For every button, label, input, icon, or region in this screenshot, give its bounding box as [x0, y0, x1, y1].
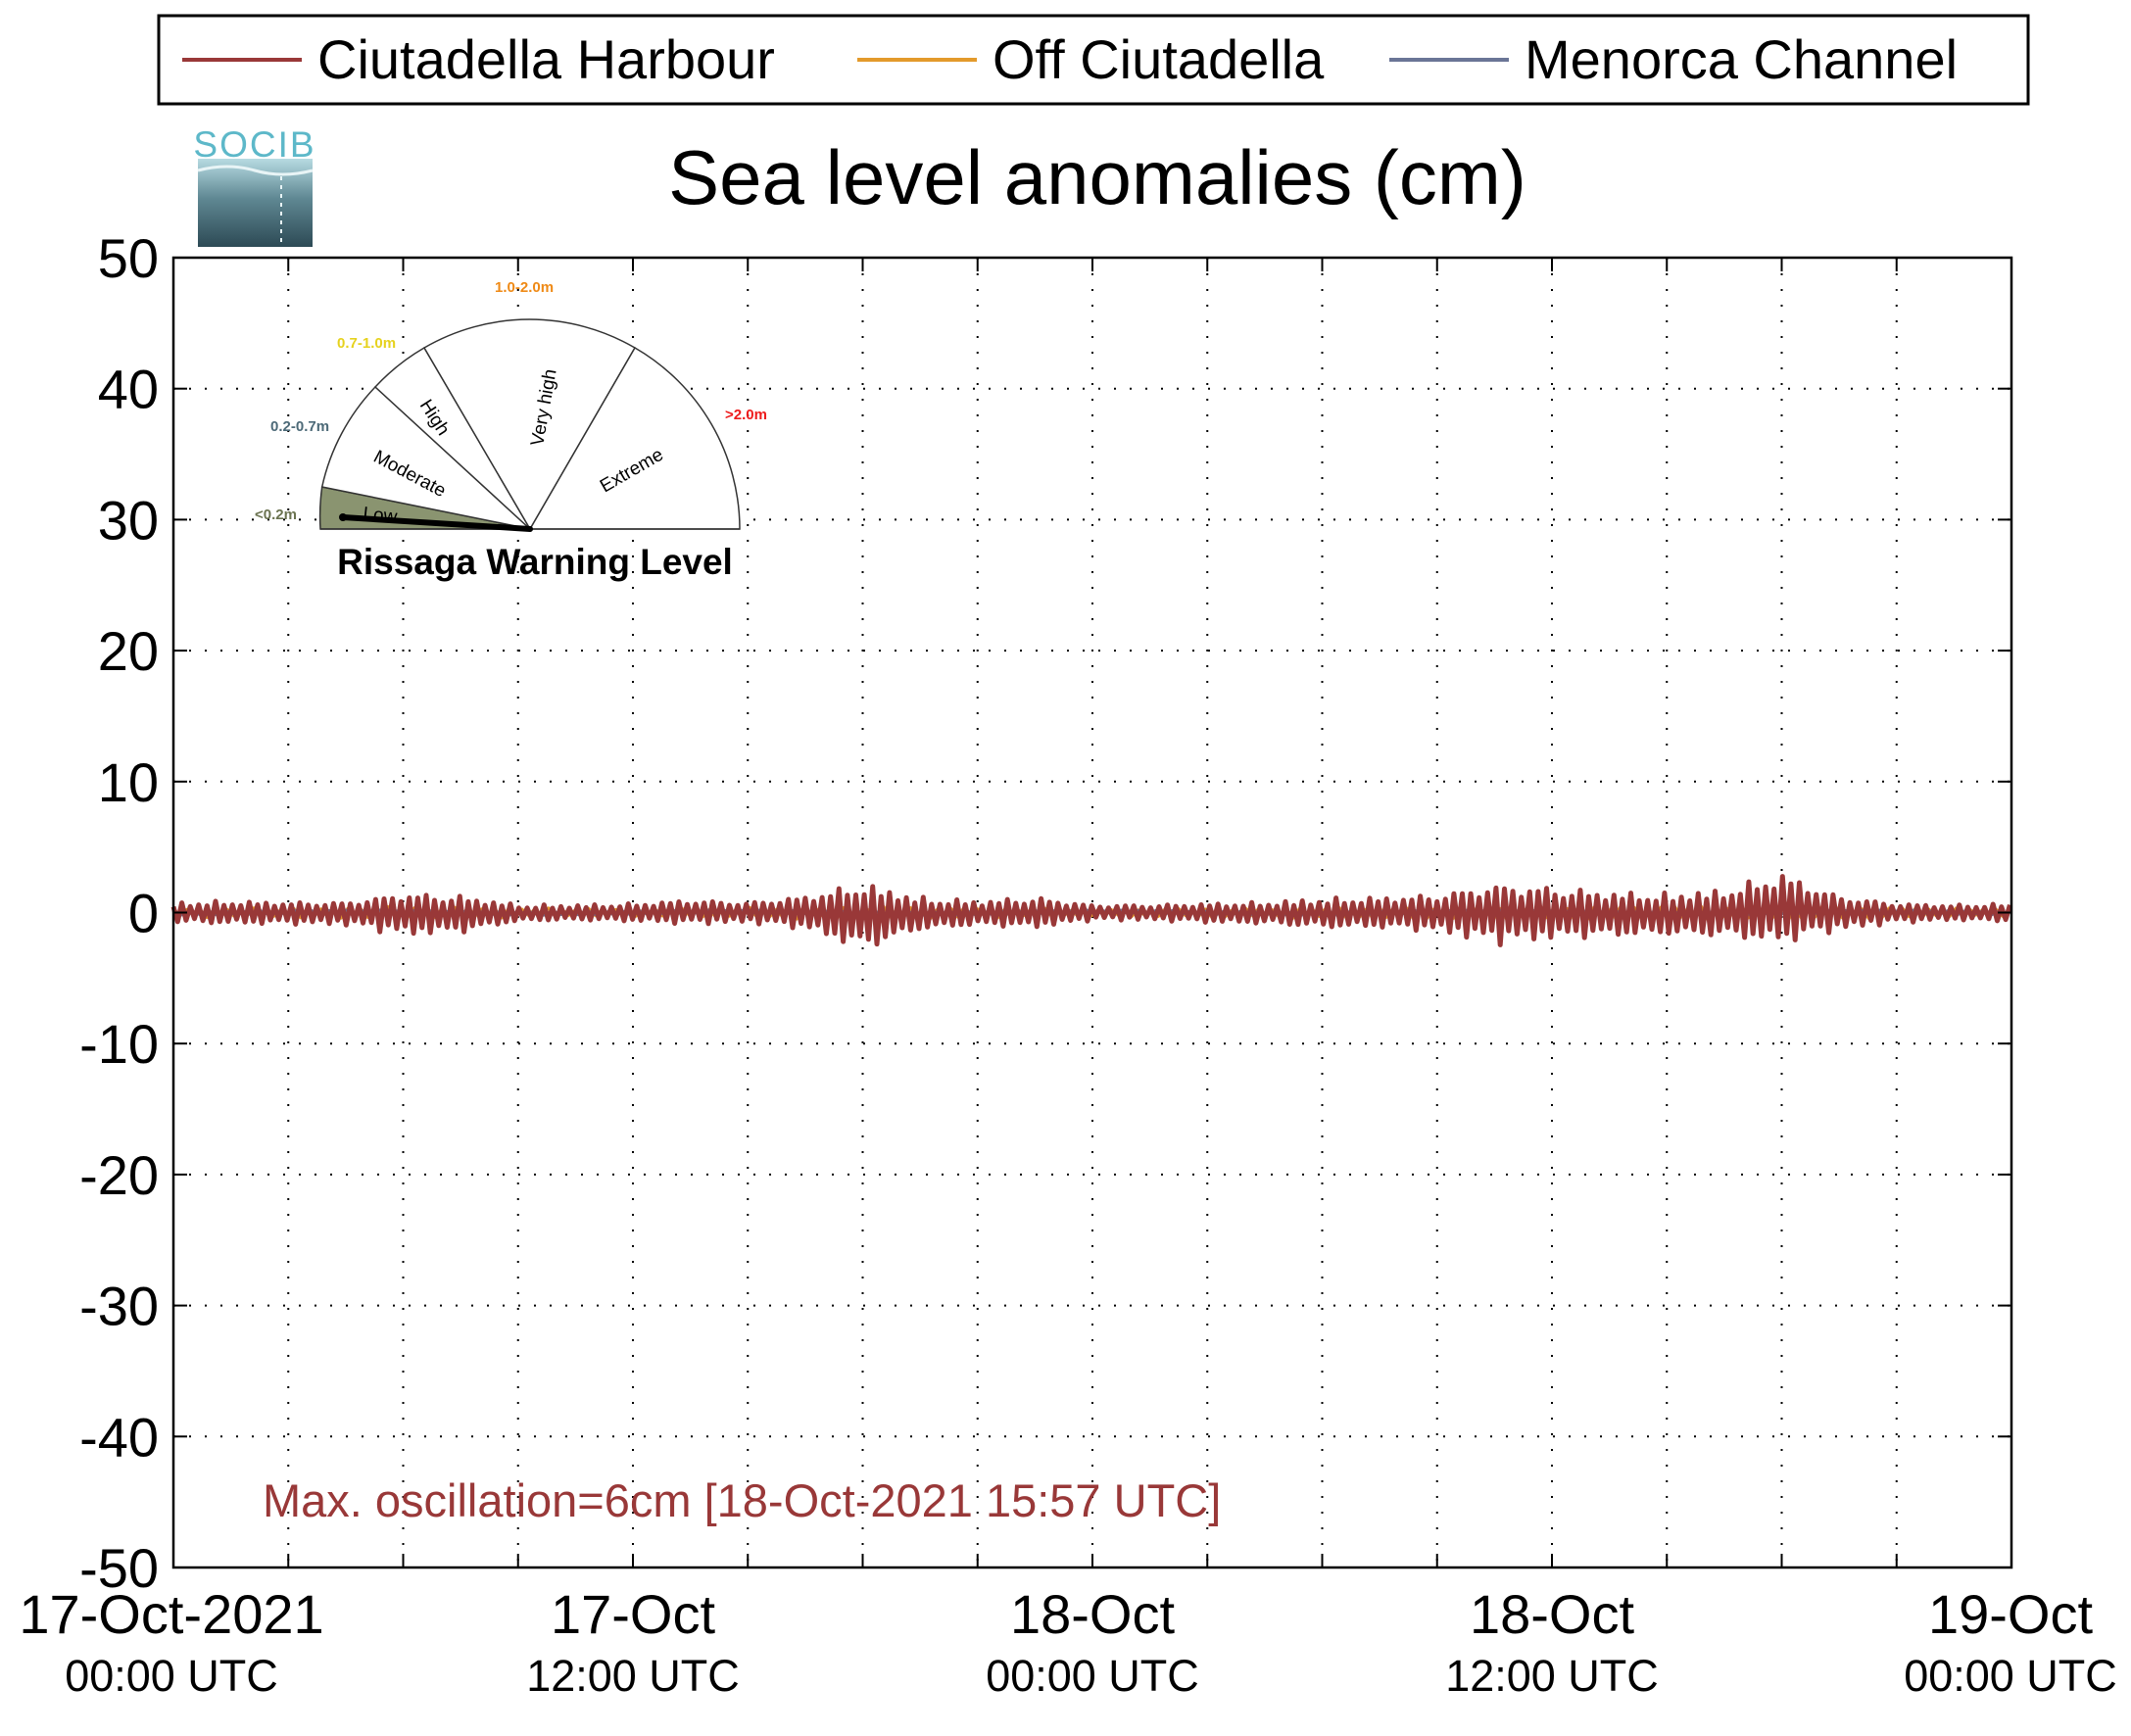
axes-frame — [171, 256, 2013, 1569]
gauge-sector-extreme — [528, 346, 741, 530]
x-tick-label-time: 00:00 UTC — [986, 1651, 1199, 1701]
gauge-range-extreme: >2.0m — [725, 407, 767, 423]
y-tick-labels: 50 40 30 20 10 0 -10 -20 -30 -40 -50 — [79, 227, 159, 1599]
legend: Ciutadella Harbour Off Ciutadella Menorc… — [157, 14, 2030, 106]
y-tick-label: -50 — [79, 1537, 159, 1599]
y-tick-label: 50 — [98, 227, 159, 289]
y-tick-label: 30 — [98, 489, 159, 551]
gauge-needle — [340, 514, 533, 532]
x-tick-label-date: 18-Oct — [1010, 1583, 1175, 1645]
legend-label-menorca-channel: Menorca Channel — [1525, 28, 1958, 90]
chart-title: Sea level anomalies (cm) — [668, 134, 1526, 220]
x-tick-label-time: 00:00 UTC — [65, 1651, 278, 1701]
legend-label-off-ciutadella: Off Ciutadella — [993, 28, 1325, 90]
y-tick-label: 40 — [98, 359, 159, 420]
legend-box — [157, 14, 2030, 106]
x-tick-label-time: 12:00 UTC — [526, 1651, 740, 1701]
logo-text: SOCIB — [193, 124, 315, 165]
legend-label-ciutadella-harbour: Ciutadella Harbour — [317, 28, 775, 90]
x-tick-label-time: 12:00 UTC — [1445, 1651, 1659, 1701]
x-tick-label-date: 17-Oct — [551, 1583, 715, 1645]
x-tick-label-time: 00:00 UTC — [1904, 1651, 2117, 1701]
y-tick-label: -30 — [79, 1276, 159, 1337]
max-oscillation-annotation: Max. oscillation=6cm [18-Oct-2021 15:57 … — [263, 1474, 1221, 1526]
logo-wave-line — [197, 165, 314, 176]
x-tick-label-date: 18-Oct — [1470, 1583, 1634, 1645]
series-line-ciutadella-harbour — [170, 874, 2012, 947]
gauge-range-moderate: 0.2-0.7m — [270, 418, 329, 435]
y-tick-label: -40 — [79, 1406, 159, 1468]
y-tick-label: -20 — [79, 1144, 159, 1206]
gauge-needle-tip — [339, 513, 347, 521]
gauge-title: Rissaga Warning Level — [337, 542, 733, 582]
y-tick-label: 20 — [98, 620, 159, 682]
gauge-sector-label-low: Low — [362, 504, 398, 528]
y-tick-label: 0 — [128, 883, 159, 944]
y-tick-label: -10 — [79, 1013, 159, 1075]
x-tick-labels: 17-Oct-2021 00:00 UTC 17-Oct 12:00 UTC 18-Oc… — [19, 1583, 2116, 1701]
socib-logo: SOCIB — [193, 124, 315, 247]
gauge-range-low: <0.2m — [255, 506, 297, 523]
gauge-range-high: 0.7-1.0m — [337, 335, 396, 352]
axis-ticks — [173, 258, 2011, 1567]
x-tick-label-date: 19-Oct — [1928, 1583, 2093, 1645]
x-tick-label-date: 17-Oct-2021 — [19, 1583, 323, 1645]
gauge-sector-very-high — [422, 318, 637, 531]
series-layer — [170, 874, 2012, 947]
y-tick-label: 10 — [98, 751, 159, 813]
gauge-range-very-high: 1.0-2.0m — [495, 279, 554, 296]
rissaga-gauge: Low Moderate High Very high Extreme <0.2… — [255, 279, 767, 582]
